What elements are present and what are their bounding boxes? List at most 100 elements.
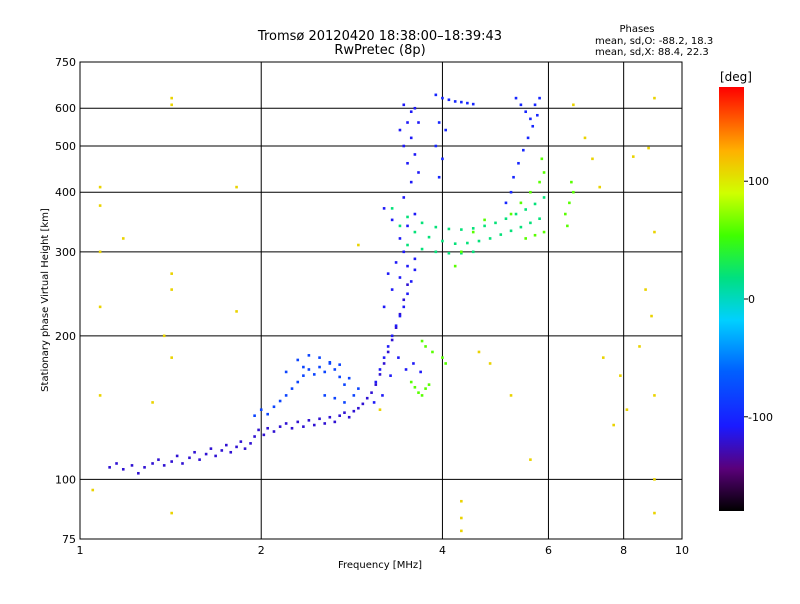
data-point-s6-18 (378, 408, 382, 412)
data-point-s6-37 (653, 394, 656, 397)
data-point-s0-29 (272, 430, 276, 433)
data-point-s3-11 (529, 221, 532, 225)
data-point-s3-14 (420, 247, 424, 251)
data-point-s4-2 (447, 98, 451, 102)
data-point-s1-3 (272, 405, 276, 409)
colorbar-label: [deg] (720, 70, 752, 84)
data-point-s1-19 (307, 354, 311, 357)
data-point-s0-2 (121, 467, 125, 471)
data-point-s6-34 (647, 146, 650, 150)
data-point-s6-33 (638, 345, 641, 348)
data-point-s1-23 (284, 370, 288, 374)
data-point-s5-23 (568, 201, 571, 205)
data-point-s2-29 (406, 121, 409, 124)
data-point-s2-4 (390, 334, 394, 338)
data-point-s6-4 (98, 305, 102, 309)
data-point-s4-15 (529, 117, 532, 121)
data-point-s3-22 (434, 225, 438, 229)
data-point-s0-0 (108, 466, 111, 469)
data-point-s0-51 (382, 362, 386, 365)
data-point-s0-12 (188, 456, 191, 460)
data-point-s2-6 (398, 314, 402, 318)
data-point-s2-40 (419, 370, 422, 374)
data-point-s0-38 (323, 422, 327, 425)
data-point-s4-10 (441, 157, 444, 161)
data-point-s6-23 (488, 362, 492, 365)
data-point-s1-6 (290, 387, 294, 390)
data-points (91, 93, 656, 533)
colorbar-tick-label-1: 0 (748, 293, 755, 306)
data-point-s4-11 (437, 175, 441, 179)
data-point-s5-0 (409, 380, 413, 384)
data-point-s5-10 (453, 264, 457, 268)
data-point-s6-25 (529, 458, 532, 461)
data-point-s4-25 (504, 201, 508, 205)
data-point-s6-7 (162, 334, 166, 338)
data-point-s0-28 (266, 426, 269, 430)
data-point-s1-12 (323, 370, 327, 374)
data-point-s4-14 (524, 110, 527, 114)
data-point-s1-27 (343, 401, 346, 404)
data-point-s4-3 (453, 100, 457, 103)
y-tick-label-3: 300 (55, 246, 76, 259)
data-point-s6-14 (151, 401, 154, 404)
data-point-s5-24 (572, 190, 575, 194)
grid (80, 62, 682, 539)
phases-heading: Phases (619, 24, 654, 35)
data-point-s4-20 (526, 136, 530, 140)
data-point-s1-9 (307, 368, 311, 371)
data-point-s5-9 (460, 250, 463, 254)
data-point-s2-3 (386, 345, 390, 348)
data-point-s2-2 (382, 356, 386, 359)
data-point-s0-57 (406, 283, 409, 286)
data-point-s5-26 (566, 224, 569, 228)
data-point-s4-18 (536, 113, 539, 117)
data-point-s3-13 (406, 243, 409, 247)
data-point-s3-27 (494, 221, 497, 225)
data-point-s0-53 (390, 338, 394, 342)
data-point-s4-0 (434, 93, 438, 97)
data-point-s0-41 (338, 414, 341, 418)
data-point-s1-16 (343, 383, 346, 386)
data-point-s0-43 (347, 415, 351, 419)
data-point-s6-2 (98, 204, 102, 207)
phases-x-line: mean, sd,X: 88.4, 22.3 (595, 47, 709, 58)
data-point-s5-21 (542, 230, 546, 234)
data-point-s3-2 (427, 235, 431, 239)
data-point-s6-21 (460, 529, 463, 533)
data-point-s2-27 (402, 144, 406, 148)
data-point-s0-39 (328, 415, 332, 419)
data-point-s5-19 (524, 237, 527, 240)
x-tick-label-3: 6 (545, 544, 552, 557)
data-point-s1-24 (302, 365, 305, 369)
data-point-s5-28 (444, 362, 447, 365)
data-point-s2-11 (382, 305, 386, 309)
data-point-s6-28 (591, 157, 594, 161)
data-point-s1-1 (259, 408, 263, 412)
data-point-s4-1 (441, 96, 444, 100)
data-point-s0-14 (198, 458, 201, 461)
data-point-s6-11 (170, 288, 173, 291)
data-point-s2-33 (409, 110, 413, 114)
data-point-s0-34 (302, 425, 305, 428)
data-point-s2-41 (389, 374, 392, 377)
data-point-s0-15 (204, 452, 208, 456)
data-point-s4-23 (512, 175, 515, 179)
data-point-s6-22 (477, 350, 481, 354)
data-point-s3-7 (488, 237, 492, 240)
data-point-s6-36 (653, 230, 656, 234)
data-point-s0-4 (137, 471, 140, 475)
data-point-s6-39 (653, 511, 656, 515)
x-axis-label: Frequency [MHz] (338, 560, 422, 571)
data-point-s3-0 (398, 224, 402, 228)
data-point-s6-20 (460, 516, 463, 520)
data-point-s1-10 (312, 373, 316, 376)
data-point-s6-0 (91, 488, 95, 492)
data-point-s2-32 (417, 171, 420, 174)
data-point-s1-5 (284, 394, 288, 397)
data-point-s3-25 (471, 227, 475, 230)
data-point-s2-19 (398, 237, 402, 240)
data-point-s0-56 (402, 298, 406, 302)
plot-frame (79, 61, 683, 540)
